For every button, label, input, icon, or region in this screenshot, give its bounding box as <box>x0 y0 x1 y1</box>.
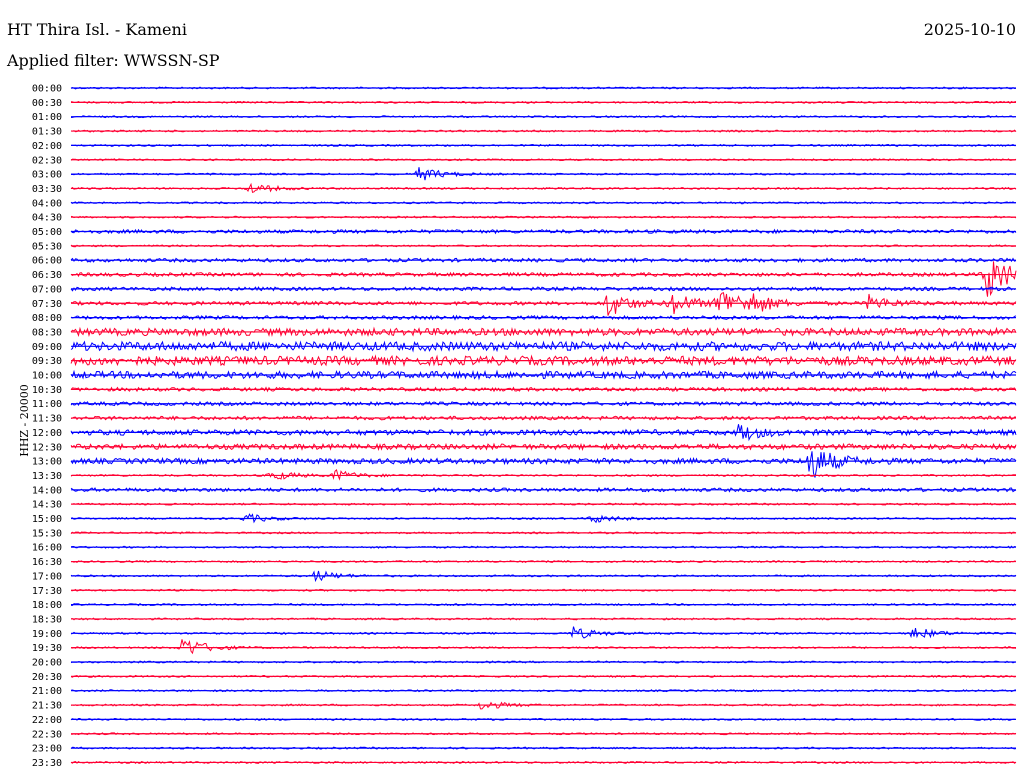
row-time-label: 21:00 <box>32 686 62 697</box>
row-time-label: 12:00 <box>32 428 62 439</box>
trace-row-0700 <box>70 286 1017 292</box>
row-time-label: 12:30 <box>32 442 62 453</box>
row-time-label: 01:30 <box>32 127 62 138</box>
row-time-label: 02:00 <box>32 141 62 152</box>
row-time-label: 19:30 <box>32 643 62 654</box>
row-time-label: 03:00 <box>32 170 62 181</box>
row-time-label: 04:00 <box>32 198 62 209</box>
row-time-label: 00:30 <box>32 98 62 109</box>
date-label: 2025-10-10 <box>923 20 1016 39</box>
trace-row-1930 <box>70 639 1017 655</box>
row-time-label: 02:30 <box>32 155 62 166</box>
row-time-label: 19:00 <box>32 629 62 640</box>
trace-row-0900 <box>70 340 1017 353</box>
row-time-label: 09:00 <box>32 342 62 353</box>
trace-row-1100 <box>70 400 1017 407</box>
row-time-label: 23:00 <box>32 744 62 755</box>
row-time-label: 05:30 <box>32 241 62 252</box>
row-time-label: 11:00 <box>32 399 62 410</box>
trace-row-0330 <box>70 182 1017 193</box>
trace-row-1000 <box>70 369 1017 381</box>
row-time-label: 08:00 <box>32 313 62 324</box>
trace-row-1230 <box>70 442 1017 452</box>
row-time-label: 21:30 <box>32 701 62 712</box>
row-time-label: 04:30 <box>32 213 62 224</box>
row-time-label: 07:30 <box>32 299 62 310</box>
row-time-label: 06:00 <box>32 256 62 267</box>
trace-row-0630 <box>70 261 1017 297</box>
row-time-label: 10:00 <box>32 371 62 382</box>
row-time-label: 00:00 <box>32 84 62 95</box>
row-time-label: 15:30 <box>32 528 62 539</box>
trace-row-0830 <box>70 326 1017 338</box>
row-time-label: 18:00 <box>32 600 62 611</box>
row-time-label: 03:30 <box>32 184 62 195</box>
row-time-label: 13:30 <box>32 471 62 482</box>
row-time-label: 16:00 <box>32 543 62 554</box>
row-time-label: 18:30 <box>32 614 62 625</box>
row-time-label: 13:00 <box>32 457 62 468</box>
trace-row-2130 <box>70 701 1017 710</box>
trace-row-0930 <box>70 354 1017 367</box>
filter-label: Applied filter: WWSSN-SP <box>7 51 220 70</box>
row-time-label: 06:30 <box>32 270 62 281</box>
row-time-label: 22:00 <box>32 715 62 726</box>
row-time-label: 14:00 <box>32 485 62 496</box>
trace-row-1130 <box>70 415 1016 421</box>
row-time-label: 20:30 <box>32 672 62 683</box>
row-time-label: 07:00 <box>32 284 62 295</box>
row-time-label: 14:30 <box>32 500 62 511</box>
trace-row-1300 <box>70 451 1017 478</box>
row-time-label: 17:30 <box>32 586 62 597</box>
row-time-label: 17:00 <box>32 571 62 582</box>
trace-row-0730 <box>70 292 1017 316</box>
station-title: HT Thira Isl. - Kameni <box>7 20 187 39</box>
row-time-label: 10:30 <box>32 385 62 396</box>
row-time-label: 01:00 <box>32 112 62 123</box>
trace-row-1200 <box>70 424 1017 442</box>
row-time-label: 20:00 <box>32 658 62 669</box>
row-time-label: 11:30 <box>32 414 62 425</box>
row-time-label: 22:30 <box>32 729 62 740</box>
trace-row-1030 <box>70 386 1017 393</box>
row-time-label: 16:30 <box>32 557 62 568</box>
trace-row-1330 <box>70 468 1017 481</box>
row-time-label: 08:30 <box>32 327 62 338</box>
row-time-label: 15:00 <box>32 514 62 525</box>
row-time-label: 09:30 <box>32 356 62 367</box>
row-time-label: 23:30 <box>32 758 62 769</box>
row-time-label: 05:00 <box>32 227 62 238</box>
trace-row-1900 <box>70 626 1017 639</box>
